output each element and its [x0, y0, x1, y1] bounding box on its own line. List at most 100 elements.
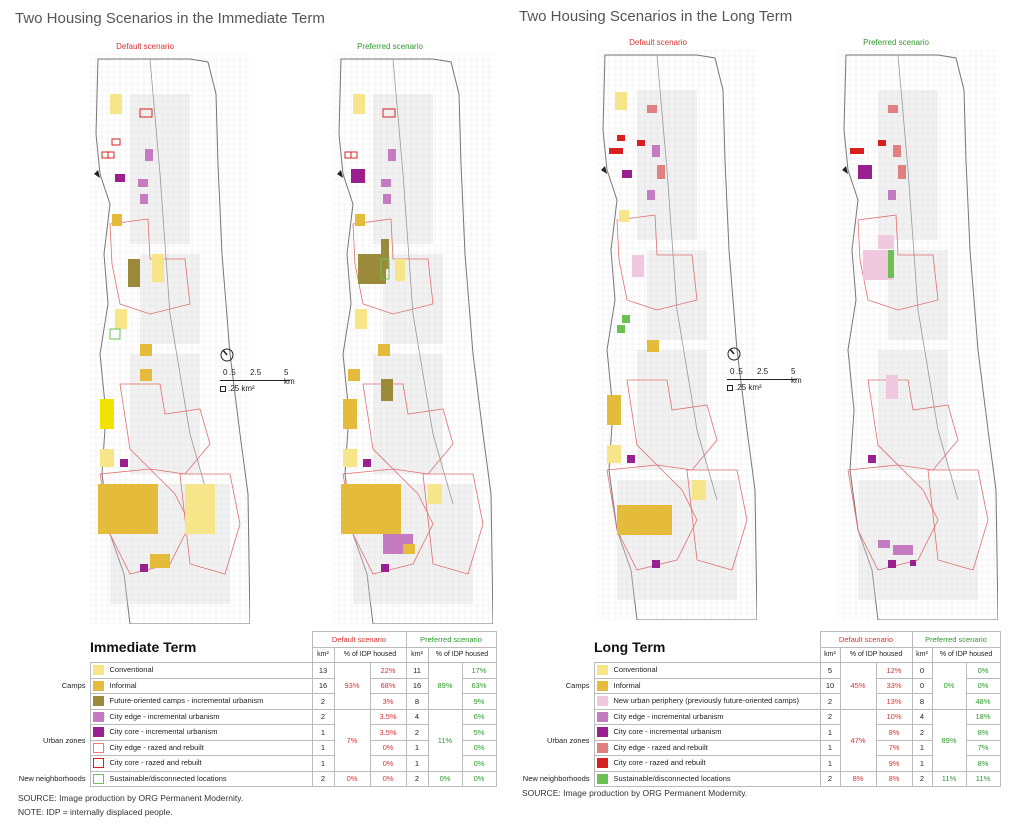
housing-block	[910, 560, 916, 566]
group-label: Urban zones	[546, 735, 590, 745]
housing-block	[850, 148, 864, 154]
housing-block	[98, 484, 158, 534]
scale-tick: 5 km	[791, 367, 802, 385]
scale-tick: 0	[730, 367, 735, 376]
default-km: 1	[819, 739, 841, 756]
housing-block	[353, 94, 365, 114]
housing-block	[381, 239, 389, 269]
housing-block	[657, 165, 665, 179]
preferred-km: 16	[405, 677, 429, 694]
preferred-pct: 8%	[965, 755, 1001, 772]
table-row: City core - incremental urbanism 1 8% 2 8%	[520, 724, 1001, 741]
housing-block	[886, 375, 898, 399]
housing-block	[378, 344, 390, 356]
housing-block	[344, 151, 352, 159]
housing-block	[878, 235, 894, 249]
long-term-table: Long Term Default scenario Preferred sce…	[520, 631, 1001, 787]
north-arrow-icon	[220, 348, 234, 362]
housing-block	[382, 108, 396, 118]
housing-block	[140, 369, 152, 381]
urban-fabric	[140, 254, 200, 344]
urban-fabric	[130, 94, 190, 244]
preferred-km: 8	[911, 693, 933, 710]
default-group-pct: 93%	[333, 662, 371, 710]
map-label-immediate-default: Default scenario	[116, 42, 174, 51]
default-km: 2	[819, 708, 841, 725]
district-boundary	[857, 214, 939, 311]
legend-label: City edge - razed and rebuilt	[109, 742, 204, 752]
housing-block	[647, 340, 659, 352]
housing-block	[139, 108, 153, 118]
housing-block	[363, 459, 371, 467]
city-outline	[843, 54, 998, 620]
legend-label: Informal	[613, 680, 641, 690]
default-km: 16	[311, 677, 335, 694]
housing-block	[617, 135, 625, 141]
housing-block	[348, 369, 360, 381]
legend-swatch	[92, 742, 104, 753]
housing-block	[622, 170, 632, 178]
default-group-pct: 8%	[839, 770, 877, 787]
col-pct: % of IDP housed	[931, 646, 1001, 663]
housing-block	[115, 309, 127, 329]
immediate-header-preferred: Preferred scenario	[405, 631, 497, 648]
default-pct: 0%	[369, 755, 407, 772]
district-boundary	[362, 383, 454, 475]
immediate-term-table: Immediate Term Default scenario Preferre…	[16, 631, 497, 787]
preferred-km: 2	[405, 770, 429, 787]
housing-block	[627, 455, 635, 463]
housing-block	[615, 92, 627, 110]
map-label-immediate-preferred: Preferred scenario	[357, 42, 423, 51]
map-base	[838, 50, 998, 620]
table-row: Informal 10 33% 0 0%	[520, 677, 1001, 694]
district-boundary	[119, 383, 211, 475]
map-base	[90, 54, 250, 624]
preferred-km: 1	[405, 755, 429, 772]
preferred-pct: 63%	[461, 677, 497, 694]
legend-swatch	[596, 680, 608, 691]
legend-swatch	[596, 665, 608, 676]
housing-block	[120, 459, 128, 467]
source-note-left: SOURCE: Image production by ORG Permanen…	[18, 793, 244, 803]
preferred-km: 4	[405, 708, 429, 725]
immediate-term-title: Two Housing Scenarios in the Immediate T…	[15, 10, 325, 27]
housing-block	[115, 174, 125, 182]
legend-swatch	[92, 758, 104, 769]
road	[392, 58, 454, 505]
housing-block	[343, 449, 357, 467]
area-square-icon	[727, 384, 733, 391]
preferred-km: 2	[911, 770, 933, 787]
coast-marker-icon	[94, 170, 100, 178]
scale-long: 0 .5 2.5 5 km .25 km²	[727, 347, 807, 392]
housing-block	[381, 379, 393, 401]
table-row: Urban zones City edge - incremental urban…	[520, 708, 1001, 772]
housing-block	[381, 564, 389, 572]
default-km: 2	[311, 770, 335, 787]
district-boundary	[867, 379, 959, 471]
housing-block	[647, 105, 657, 113]
map-long-preferred	[838, 50, 998, 620]
default-group-pct: 7%	[333, 708, 371, 772]
table-row: New neighborhoods Sustainable/disconnecte…	[520, 770, 1001, 787]
housing-block	[128, 259, 140, 287]
default-km: 2	[819, 770, 841, 787]
group-label: New neighborhoods	[18, 774, 86, 784]
urban-fabric	[878, 90, 938, 240]
legend-swatch	[92, 680, 104, 691]
col-km: km²	[819, 646, 841, 663]
scale-tick: 5 km	[284, 368, 295, 386]
preferred-pct: 17%	[461, 662, 497, 679]
housing-block	[692, 480, 706, 500]
housing-block	[607, 445, 621, 463]
district-boundary	[616, 214, 698, 311]
district-boundary	[626, 379, 718, 471]
legend-label: Sustainable/disconnected locations	[109, 773, 227, 783]
legend-swatch	[92, 773, 104, 784]
housing-block	[138, 179, 148, 187]
housing-block	[617, 505, 672, 535]
default-group-pct: 0%	[333, 770, 371, 787]
housing-block	[140, 564, 148, 572]
default-km: 2	[311, 708, 335, 725]
long-term-title: Two Housing Scenarios in the Long Term	[519, 8, 793, 25]
default-km: 10	[819, 677, 841, 694]
